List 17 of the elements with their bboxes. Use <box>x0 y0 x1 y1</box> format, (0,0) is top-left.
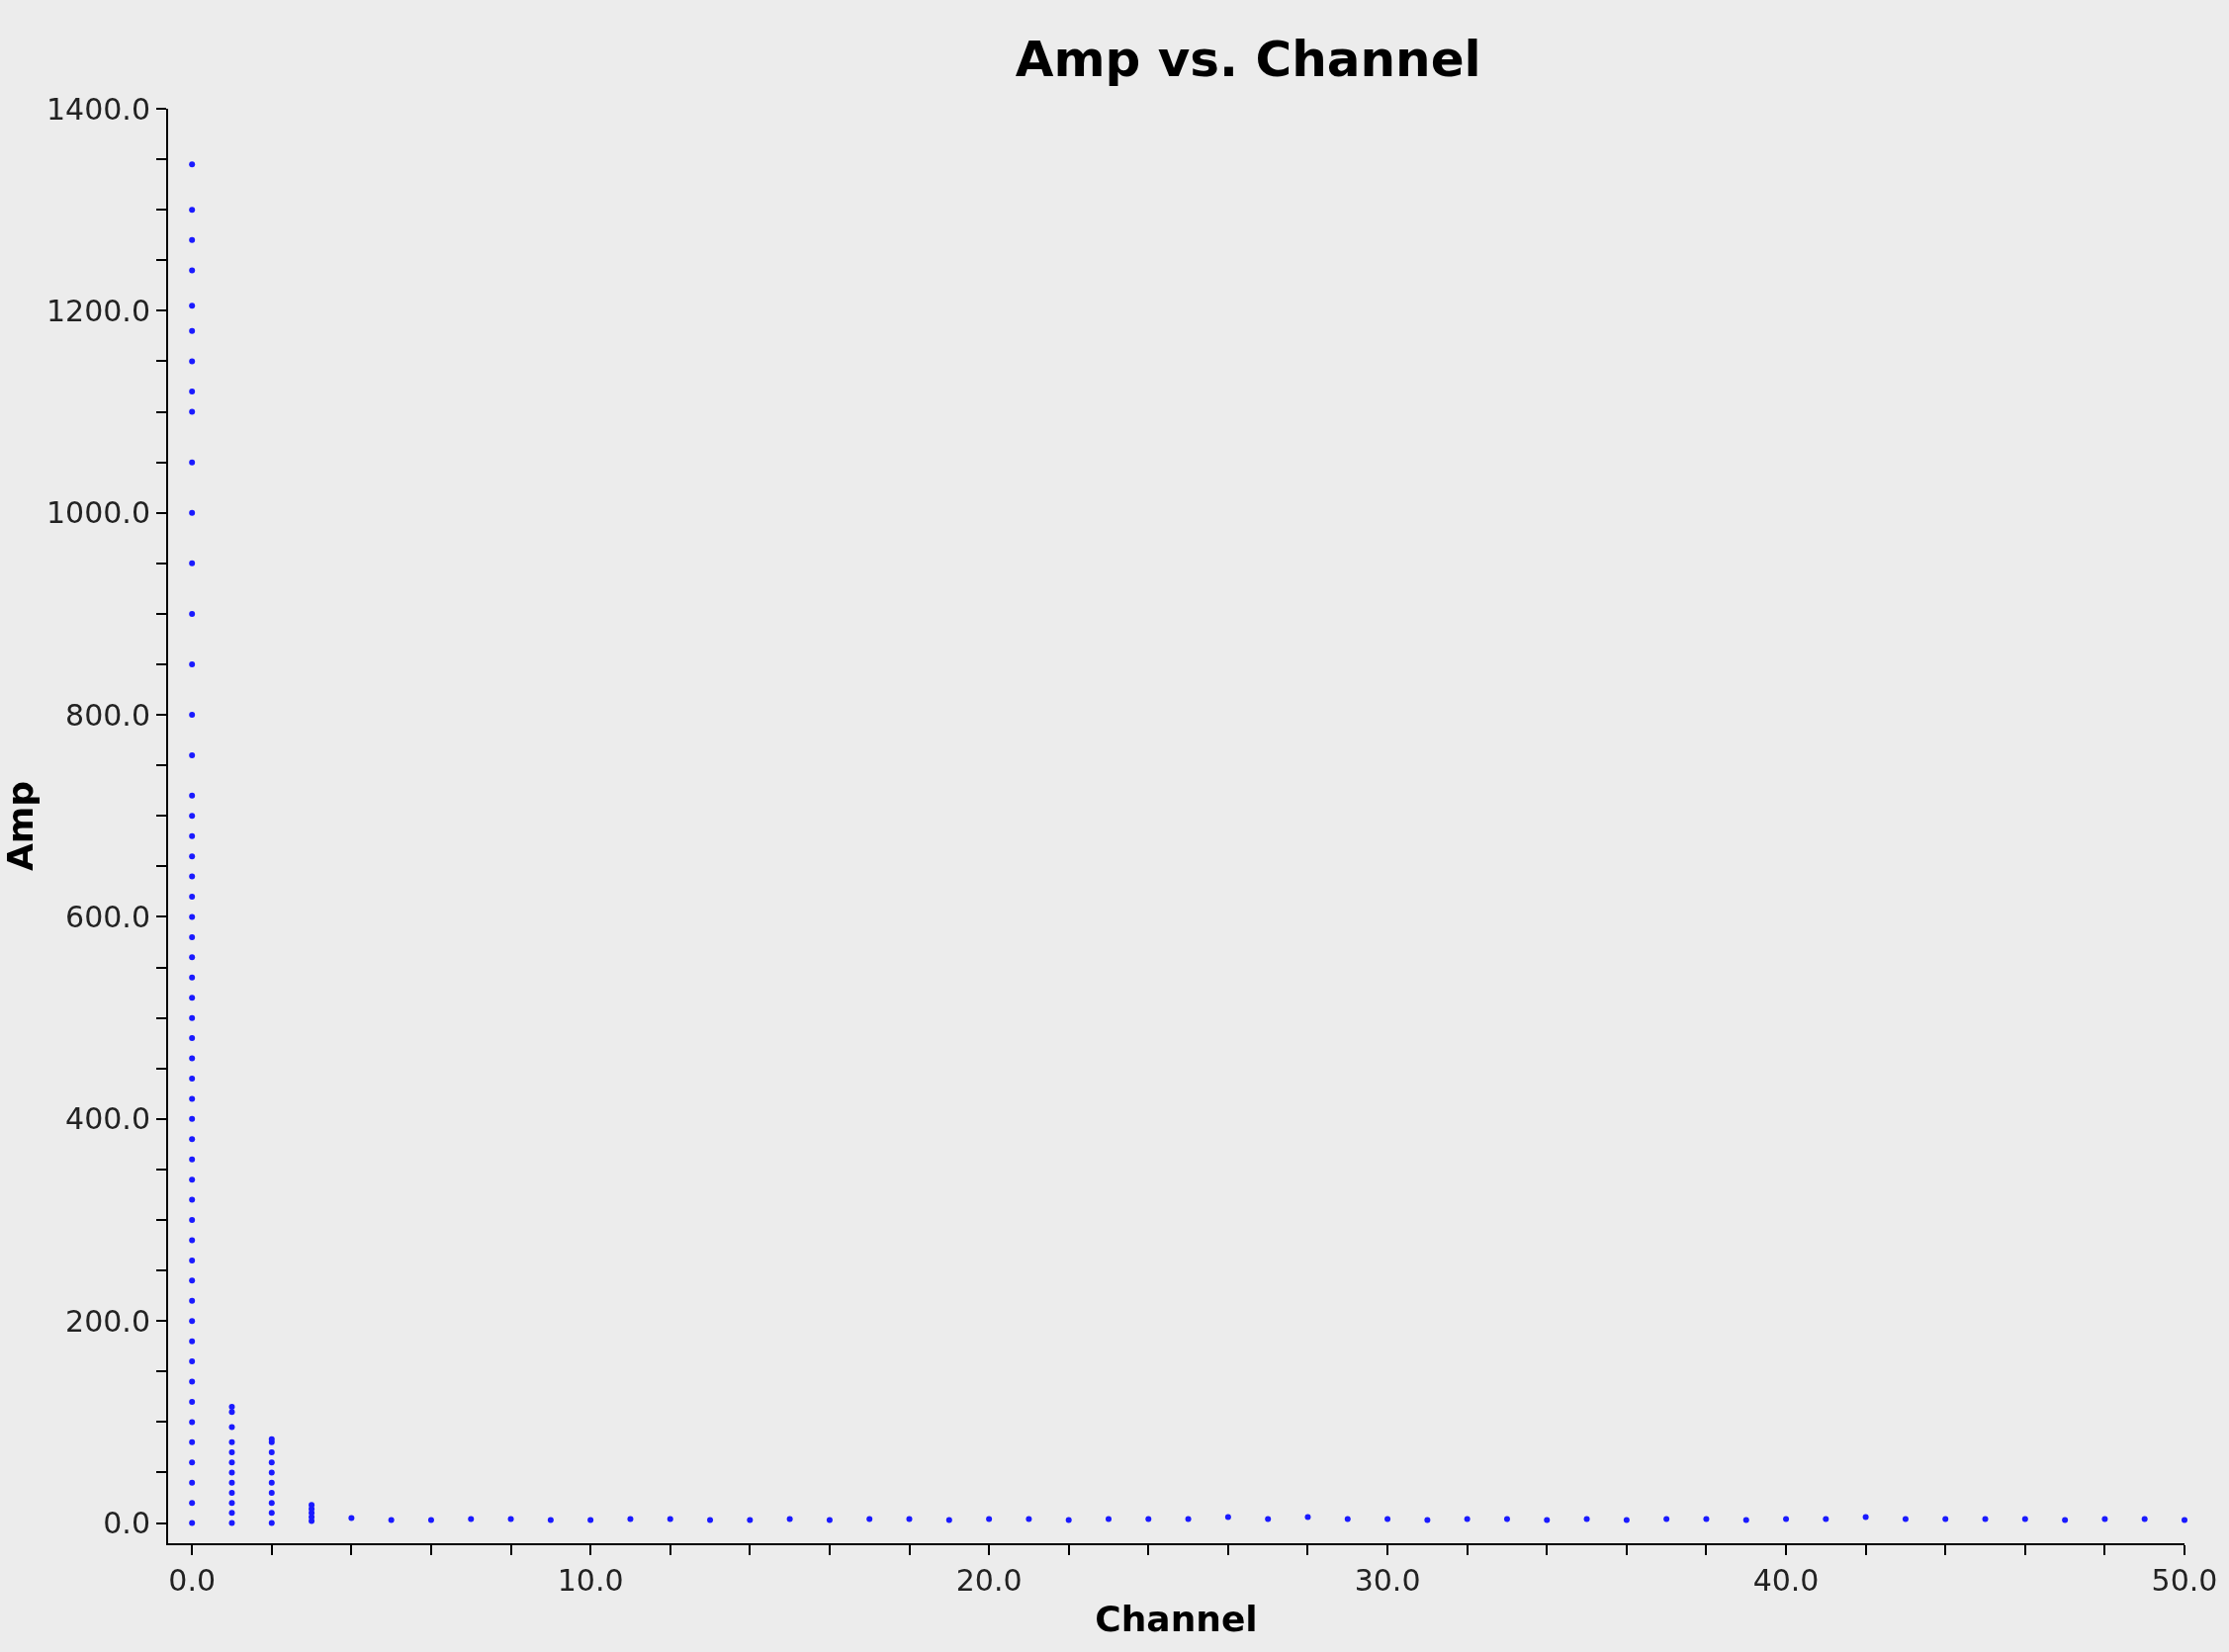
x-tick-label: 20.0 <box>955 1563 1023 1598</box>
x-tick-label: 0.0 <box>168 1563 217 1598</box>
x-tick-label: 50.0 <box>2151 1563 2218 1598</box>
x-tick-label: 40.0 <box>1752 1563 1820 1598</box>
y-tick-label: 0.0 <box>103 1506 150 1541</box>
y-axis-title: Amp <box>0 780 41 872</box>
y-tick-label: 600.0 <box>65 899 150 934</box>
y-tick-label: 800.0 <box>65 697 150 733</box>
chart-title: Amp vs. Channel <box>1015 30 1481 88</box>
y-tick-label: 400.0 <box>65 1101 150 1137</box>
y-tick-label: 1000.0 <box>46 495 150 531</box>
x-tick-label: 30.0 <box>1354 1563 1421 1598</box>
y-tick-label: 200.0 <box>65 1303 150 1339</box>
y-tick-label: 1200.0 <box>46 293 150 328</box>
y-tick-label: 1400.0 <box>46 91 150 127</box>
x-axis-title: Channel <box>1095 1599 1258 1640</box>
x-tick-label: 10.0 <box>557 1563 624 1598</box>
